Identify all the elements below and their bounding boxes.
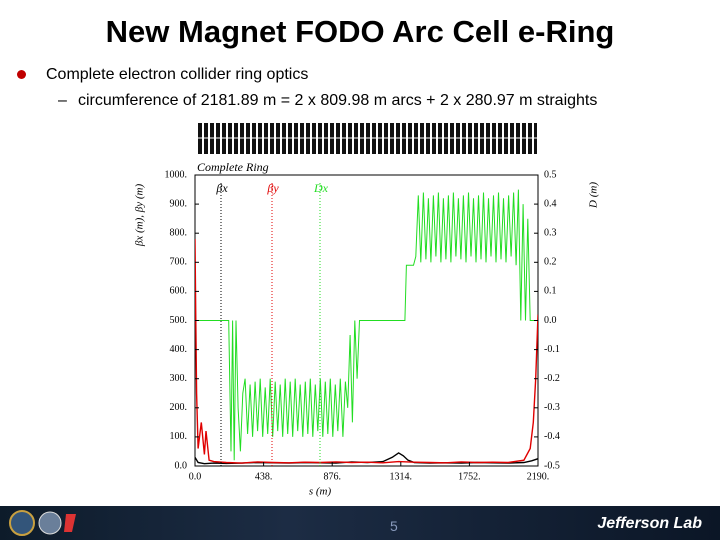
y2-tick-label: -0.4 [544, 431, 560, 442]
legend-label: βy [266, 181, 279, 195]
logos [9, 510, 76, 536]
x-axis-label: s (m) [309, 486, 332, 498]
y-tick-label: 300. [170, 373, 188, 384]
y2-tick-label: -0.3 [544, 402, 560, 413]
page-number: 5 [390, 518, 398, 534]
y-tick-label: 500. [170, 315, 188, 326]
y-tick-label: 400. [170, 344, 188, 355]
x-tick-label: 876. [323, 471, 341, 482]
sub-bullet: circumference of 2181.89 m = 2 x 809.98 … [78, 92, 598, 109]
legend-label: Dx [313, 181, 329, 195]
y-tick-label: 100. [170, 431, 188, 442]
optics-plot: Complete Ring βx (m), βy (m) D (m) s (m)… [134, 123, 600, 498]
x-tick-label: 1752. [458, 471, 481, 482]
x-tick-label: 2190. [527, 471, 550, 482]
y-axis-label: βx (m), βy (m) [134, 184, 146, 248]
y-tick-label: 800. [170, 227, 188, 238]
y2-tick-label: 0.0 [544, 315, 557, 326]
y2-axis-label: D (m) [588, 182, 600, 209]
bullet: Complete electron collider ring optics [46, 66, 309, 83]
y2-tick-label: -0.1 [544, 344, 560, 355]
series-line [195, 238, 538, 464]
x-tick-label: 438. [255, 471, 273, 482]
bullet-dot [17, 70, 26, 79]
plot-title: Complete Ring [197, 160, 269, 174]
footer-logo-text: Jefferson Lab [597, 515, 702, 532]
slide-title: New Magnet FODO Arc Cell e-Ring [105, 14, 615, 49]
y2-tick-label: 0.1 [544, 286, 557, 297]
y-tick-label: 900. [170, 198, 188, 209]
y-tick-label: 1000. [165, 169, 188, 180]
y2-tick-label: 0.4 [544, 198, 557, 209]
sub-bullet-dash: – [58, 92, 67, 109]
series-line [195, 189, 538, 461]
y-tick-label: 200. [170, 402, 188, 413]
plot-area [195, 189, 538, 465]
x-tick-label: 0.0 [189, 471, 202, 482]
y2-tick-label: 0.5 [544, 169, 557, 180]
y2-tick-label: -0.5 [544, 460, 560, 471]
legend-label: βx [215, 181, 228, 195]
y2-tick-label: -0.2 [544, 373, 560, 384]
y-tick-label: 700. [170, 257, 188, 268]
footer-bar [0, 506, 720, 540]
y-tick-label: 600. [170, 286, 188, 297]
y-tick-label: 0.0 [175, 460, 188, 471]
y2-tick-label: 0.2 [544, 257, 557, 268]
y2-tick-label: 0.3 [544, 227, 557, 238]
x-tick-label: 1314. [390, 471, 413, 482]
